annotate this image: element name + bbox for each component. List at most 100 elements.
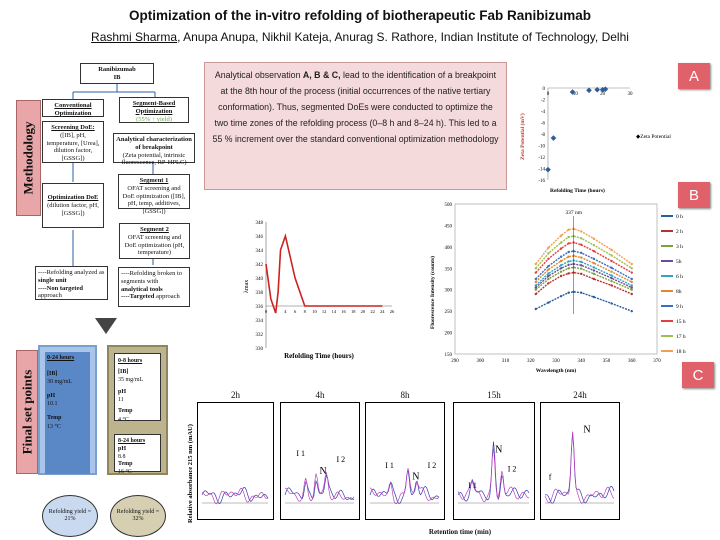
hplc-peak-label: N — [583, 425, 590, 436]
tag-a: A — [678, 63, 710, 89]
hplc-panel — [197, 402, 274, 520]
fluor-series-point — [580, 267, 583, 270]
final-left-inner: 0-24 hours [IB] 30 mg/mL pH 10.1 Temp 13… — [45, 352, 90, 474]
hplc-peak-label: I 1 — [385, 461, 394, 470]
fluor-series-point — [567, 263, 570, 267]
author-list: , Anupa Anupa, Nikhil Kateja, Anurag S. … — [177, 30, 629, 44]
hplc-trace-line — [284, 472, 355, 502]
fluor-legend-label: 5h — [676, 259, 682, 265]
fluor-series-point — [534, 271, 537, 274]
analytical-breakpoint-box: Analytical characterization of breakpoin… — [113, 133, 195, 166]
hplc-peak-label: I 2 — [508, 464, 517, 473]
fluor-xtick-label: 330 — [552, 359, 560, 364]
hplc-peak-label: I 2 — [336, 455, 345, 464]
final-setpoints-side-label: Final set points — [16, 350, 38, 474]
summary-text-box: Analytical observation A, B & C, lead to… — [204, 62, 507, 190]
zeta-ytick-label: -2 — [541, 99, 546, 104]
fluor-series-point — [630, 309, 633, 313]
fluor-ytick-label: 300 — [445, 289, 453, 294]
hplc-panel-title: 8h — [400, 390, 410, 400]
fluor-series-point — [630, 286, 633, 289]
fluor-series-point — [534, 307, 537, 311]
zeta-xtick-label: 20 — [600, 92, 606, 97]
author-line: Rashmi Sharma, Anupa Anupa, Nikhil Katej… — [0, 30, 720, 44]
fluor-legend-label: 2 h — [676, 229, 683, 235]
fluor-series-point — [580, 237, 583, 240]
fluor-series-point — [610, 302, 613, 305]
lambda-xtick-label: 8 — [304, 309, 307, 314]
fluor-series-point — [567, 267, 570, 270]
fluor-xtick-label: 300 — [477, 359, 485, 364]
lambda-series-line — [265, 233, 383, 314]
hplc-trace-area: Nf — [544, 425, 615, 504]
lambda-xtick-label: 14 — [332, 309, 337, 314]
fluor-series-point — [592, 261, 596, 265]
hplc-trace-line — [284, 474, 355, 501]
fluor-series-point — [592, 249, 596, 253]
presenter-name: Rashmi Sharma — [91, 30, 178, 44]
hplc-panel: I 1 N I 2 — [280, 402, 360, 520]
lambda-ytick-label: 348 — [256, 221, 264, 226]
hplc-trace-area: I 1 N I 2 — [284, 449, 355, 504]
final-left-yield-oval: Refolding yield = 21% — [42, 495, 98, 537]
fluor-xlabel: Wavelength (nm) — [536, 367, 577, 374]
hplc-panel: I 1 N I 2 — [453, 402, 535, 520]
fluor-series-point — [567, 255, 570, 258]
fluor-series-point — [630, 267, 633, 270]
fluor-series-point — [567, 291, 570, 294]
fluor-legend-label: 15 h — [676, 319, 686, 325]
fluor-series-point — [547, 272, 550, 275]
fluor-series-point — [580, 264, 583, 267]
hplc-trace-area: I 1 N I 2 — [457, 441, 530, 504]
fluor-legend-label: 0 h — [676, 214, 683, 220]
fluor-legend-label: 18 h — [676, 349, 686, 355]
lambda-ytick-label: 340 — [256, 277, 264, 282]
zeta-xlabel: Refolding Time (hours) — [550, 187, 605, 194]
final-right-yield-oval: Refolding yield = 32% — [110, 495, 166, 537]
fluor-series-point — [592, 277, 596, 281]
zeta-xtick-label: 30 — [628, 92, 634, 97]
hplc-trace-line — [369, 469, 440, 504]
fluor-legend-label: 3 h — [676, 244, 683, 250]
fluor-xtick-label: 350 — [603, 359, 611, 364]
fluor-series-line — [535, 250, 633, 280]
hplc-trace-line — [369, 468, 440, 505]
fluor-series-point — [567, 235, 570, 239]
fluor-series-point — [559, 259, 563, 263]
fluor-series-point — [567, 260, 570, 263]
fluor-series-point — [547, 246, 550, 249]
segment-note: ----Refolding broken to segments with an… — [118, 267, 190, 307]
lambda-ytick-label: 334 — [256, 319, 264, 324]
fluor-series-point — [559, 267, 563, 270]
fluor-xtick-label: 320 — [527, 359, 535, 364]
zeta-point — [550, 135, 557, 141]
tag-c: C — [682, 362, 714, 388]
segment-heading: Segment-Based Optimization (55% ↑ yield) — [119, 97, 189, 123]
zeta-xtick-label: 10 — [573, 92, 579, 97]
hplc-trace-line — [201, 487, 269, 505]
methodology-side-label: Methodology — [16, 100, 41, 216]
hplc-trace-area — [201, 487, 269, 505]
lambda-xtick-label: 6 — [294, 309, 297, 314]
fluor-ytick-label: 250 — [445, 310, 453, 315]
fluor-series-point — [567, 242, 570, 245]
fluor-series-point — [610, 276, 613, 280]
zeta-ytick-label: -12 — [538, 156, 545, 161]
fluor-series-point — [534, 267, 537, 270]
fluor-series-point — [547, 264, 550, 268]
fluor-series-point — [630, 292, 633, 296]
fluor-series-point — [547, 301, 550, 304]
hplc-panel-title: 24h — [573, 390, 587, 400]
lambda-ytick-label: 330 — [256, 347, 264, 352]
poster-title: Optimization of the in-vitro refolding o… — [129, 8, 591, 23]
lambda-ylabel: λmax — [244, 280, 250, 293]
fluor-series-point — [580, 230, 583, 233]
hplc-xlabel: Retention time (min) — [428, 528, 492, 536]
fluor-series-point — [610, 284, 613, 287]
lambda-ytick-label: 332 — [256, 333, 264, 338]
lambda-ytick-label: 344 — [256, 249, 264, 254]
fluor-series-point — [559, 241, 563, 244]
fluor-series-point — [559, 247, 563, 250]
